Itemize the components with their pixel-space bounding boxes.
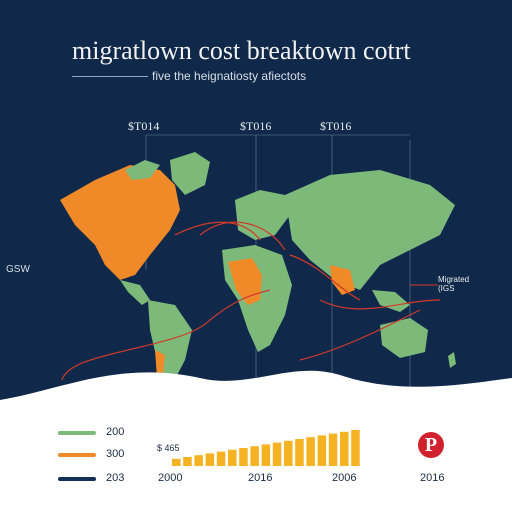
continent-australia [380, 318, 428, 358]
bar-14 [317, 435, 327, 466]
bar-2 [183, 457, 192, 466]
legend-value-1: 200 [106, 426, 125, 438]
column-label-1: $T014 [128, 119, 160, 133]
legend-value-3: 203 [106, 472, 125, 484]
side-label: GSW [6, 264, 30, 275]
annotation-label-1: Migrated [438, 275, 470, 284]
bar-5 [216, 451, 226, 466]
bottom-panel [0, 370, 512, 512]
legend-row-1: 200 [58, 426, 168, 440]
legend-row-3: 203 [58, 472, 168, 486]
migration-routes [61, 221, 441, 381]
annotation-label-2: (IGS [438, 284, 455, 293]
bar-7 [239, 448, 248, 466]
bar-17 [351, 430, 360, 466]
x-tick-4: 2016 [420, 472, 445, 484]
bar-10 [272, 442, 282, 466]
bar-1 [172, 458, 181, 466]
bar-8 [250, 446, 259, 466]
bar-16 [340, 431, 349, 466]
asia-highlight [330, 265, 355, 295]
legend-row-2: 300 [58, 448, 168, 462]
continent-greenland [170, 152, 210, 195]
continent-europe [235, 190, 290, 240]
bar-9 [261, 444, 271, 466]
x-tick-3: 2006 [332, 472, 357, 484]
legend-swatch-1 [58, 431, 96, 435]
bar-chart [172, 430, 360, 466]
continent-north-america [60, 165, 180, 280]
bar-value-label: $ 465 [157, 443, 180, 453]
bar-11 [284, 440, 293, 466]
continent-central-america [120, 280, 150, 305]
bar-4 [205, 453, 215, 466]
africa-highlight [228, 258, 262, 305]
southeast-asia [372, 290, 410, 312]
legend-swatch-3 [58, 477, 96, 481]
bar-13 [306, 437, 315, 466]
legend-swatch-2 [58, 453, 96, 457]
column-label-3: $T016 [320, 119, 352, 133]
bar-6 [228, 449, 237, 466]
pinterest-logo[interactable]: P [418, 432, 444, 458]
page-title: migratlown cost breaktown cotrt [72, 36, 411, 65]
bar-3 [194, 455, 203, 466]
bar-12 [295, 439, 304, 466]
x-tick-1: 2000 [158, 472, 183, 484]
bar-15 [328, 433, 338, 466]
new-zealand [448, 352, 456, 368]
legend-value-2: 300 [106, 448, 125, 460]
column-label-2: $T016 [240, 119, 272, 133]
x-tick-2: 2016 [248, 472, 273, 484]
subtitle: five the heignatiosty afiectots [152, 69, 307, 83]
continent-canada-islands [125, 160, 160, 180]
title-rule [72, 76, 148, 77]
continent-asia [285, 170, 455, 290]
